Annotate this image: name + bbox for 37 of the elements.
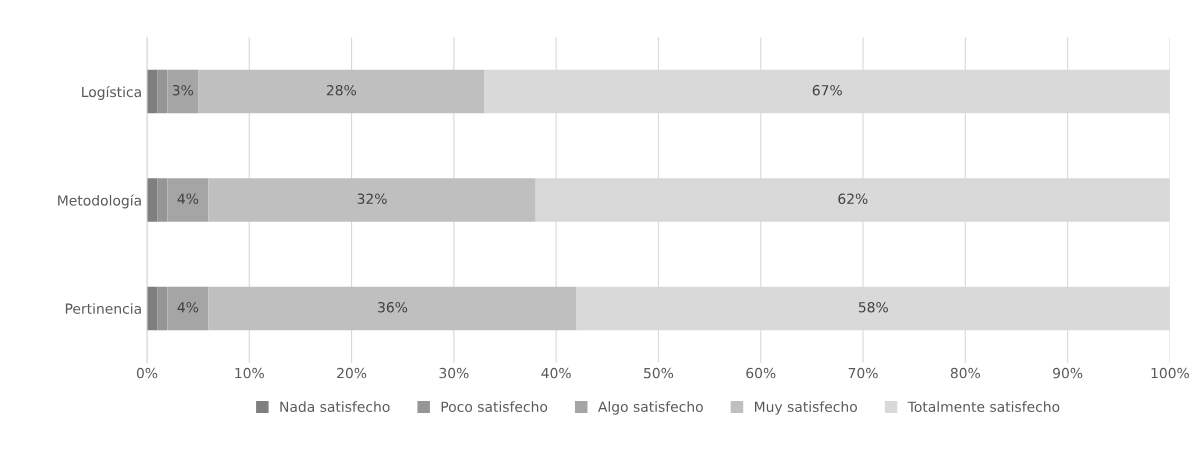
- x-tick-label: 90%: [1053, 367, 1083, 379]
- x-tick-label: 40%: [541, 367, 571, 379]
- legend-label: Poco satisfecho: [441, 401, 548, 412]
- legend-label: Nada satisfecho: [280, 401, 390, 412]
- bar: [157, 286, 168, 331]
- y-tick-label: Logística: [82, 85, 141, 100]
- x-tick-label: 50%: [644, 367, 674, 379]
- x-tick-label: 0%: [136, 367, 158, 379]
- x-tick-label: 100%: [1151, 367, 1189, 379]
- x-tick-label: 20%: [337, 367, 367, 379]
- bar: [157, 178, 168, 222]
- bar: [167, 69, 199, 114]
- data-label: 3%: [172, 84, 194, 96]
- legend-label: Muy satisfecho: [755, 401, 857, 415]
- x-tick-label: 60%: [746, 367, 776, 379]
- x-tick-label: 10%: [235, 367, 264, 379]
- bar: [208, 178, 536, 222]
- data-label: 32%: [357, 193, 387, 204]
- bar: [157, 69, 168, 114]
- data-label: 67%: [812, 84, 842, 96]
- data-label: 58%: [858, 301, 888, 313]
- y-tick-label: Pertinencia: [65, 303, 141, 314]
- bar: [167, 178, 209, 222]
- legend-label: Totalmente satisfecho: [907, 401, 1060, 412]
- x-tick-label: 80%: [950, 367, 980, 379]
- x-tick-label: 70%: [848, 367, 878, 379]
- data-label: 36%: [378, 301, 408, 313]
- x-tick-label: 30%: [439, 367, 469, 379]
- data-label: 4%: [177, 301, 199, 313]
- bar: [198, 69, 485, 114]
- bar: [208, 286, 577, 331]
- data-label: 4%: [177, 193, 199, 204]
- y-tick-label: Metodología: [58, 194, 141, 209]
- legend-label: Algo satisfecho: [598, 401, 703, 415]
- data-label: 28%: [326, 84, 357, 96]
- bar: [167, 286, 209, 331]
- data-label: 62%: [838, 193, 868, 204]
